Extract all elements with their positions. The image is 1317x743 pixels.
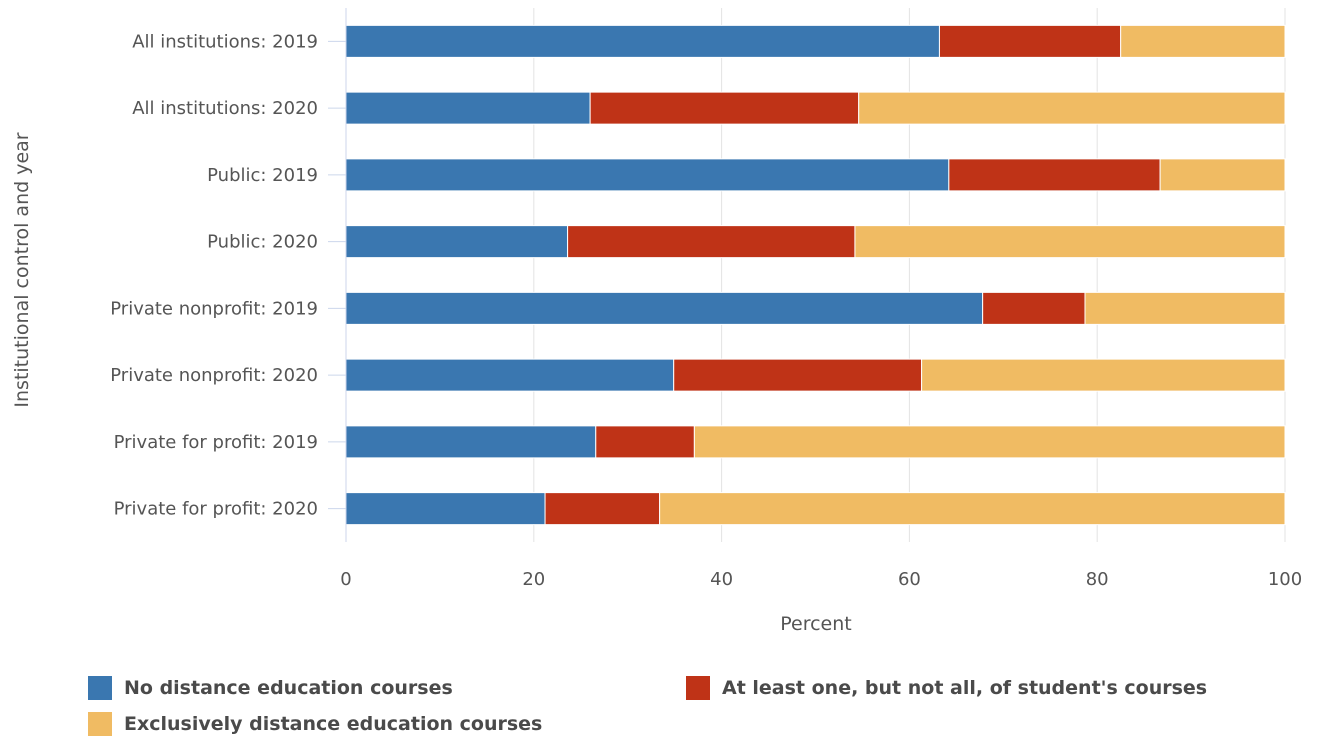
bar-segment-2[interactable] [589, 91, 860, 125]
legend-label-some-distance: At least one, but not all, of student's … [722, 677, 1208, 699]
bar-segment-2[interactable] [673, 358, 923, 392]
y-axis-title: Institutional control and year [11, 132, 33, 407]
gridlines [533, 8, 1286, 542]
bar-segment-2[interactable] [544, 492, 661, 526]
axes: 0 20 40 60 80 100 All institutions: 2019 All in… [110, 8, 1302, 590]
bar-segment-3[interactable] [921, 358, 1286, 392]
y-tick-label: Private nonprofit: 2019 [110, 298, 318, 319]
legend-item-exclusive-distance[interactable]: Exclusively distance education courses [88, 712, 542, 736]
bar-segment-3[interactable] [1159, 158, 1286, 192]
y-tick-label: All institutions: 2020 [132, 98, 318, 119]
x-axis-title: Percent [780, 613, 852, 635]
bar-segment-1[interactable] [345, 358, 675, 392]
bar-segment-1[interactable] [345, 425, 597, 459]
x-tick-label: 60 [898, 569, 921, 590]
bar-segment-3[interactable] [659, 492, 1286, 526]
bar-segment-3[interactable] [858, 91, 1286, 125]
legend-swatch-some-distance [686, 676, 710, 700]
y-tick-label: Public: 2019 [207, 165, 318, 186]
bar-segment-1[interactable] [345, 225, 569, 259]
bar-segment-3[interactable] [1084, 291, 1286, 325]
legend: No distance education courses At least o… [88, 676, 1308, 736]
bar-segment-1[interactable] [345, 91, 591, 125]
bar-segment-1[interactable] [345, 291, 984, 325]
bar-segment-2[interactable] [948, 158, 1161, 192]
y-tick-label: Public: 2020 [207, 232, 318, 253]
bar-segment-1[interactable] [345, 24, 940, 58]
bar-segment-2[interactable] [938, 24, 1122, 58]
legend-swatch-no-distance [88, 676, 112, 700]
x-tick-label: 80 [1086, 569, 1109, 590]
x-tick-label: 20 [522, 569, 545, 590]
legend-label-exclusive-distance: Exclusively distance education courses [124, 713, 543, 735]
x-tick-label: 100 [1268, 569, 1302, 590]
bar-segment-2[interactable] [567, 225, 856, 259]
legend-swatch-exclusive-distance [88, 712, 112, 736]
legend-label-no-distance: No distance education courses [124, 677, 453, 699]
bar-segment-2[interactable] [595, 425, 695, 459]
bars [345, 24, 1286, 526]
bar-segment-2[interactable] [982, 291, 1086, 325]
bar-segment-1[interactable] [345, 492, 546, 526]
legend-item-some-distance[interactable]: At least one, but not all, of student's … [686, 676, 1207, 700]
x-tick-label: 40 [710, 569, 733, 590]
bar-segment-3[interactable] [854, 225, 1286, 259]
bar-segment-1[interactable] [345, 158, 950, 192]
y-tick-label: Private for profit: 2019 [114, 432, 318, 453]
bar-segment-3[interactable] [1120, 24, 1286, 58]
stacked-bar-chart: 0 20 40 60 80 100 All institutions: 2019 All in… [11, 8, 1302, 635]
legend-item-no-distance[interactable]: No distance education courses [88, 676, 453, 700]
y-tick-label: Private for profit: 2020 [114, 499, 318, 520]
y-tick-label: Private nonprofit: 2020 [110, 365, 318, 386]
x-tick-label: 0 [340, 569, 351, 590]
y-tick-label: All institutions: 2019 [132, 31, 318, 52]
bar-segment-3[interactable] [693, 425, 1286, 459]
